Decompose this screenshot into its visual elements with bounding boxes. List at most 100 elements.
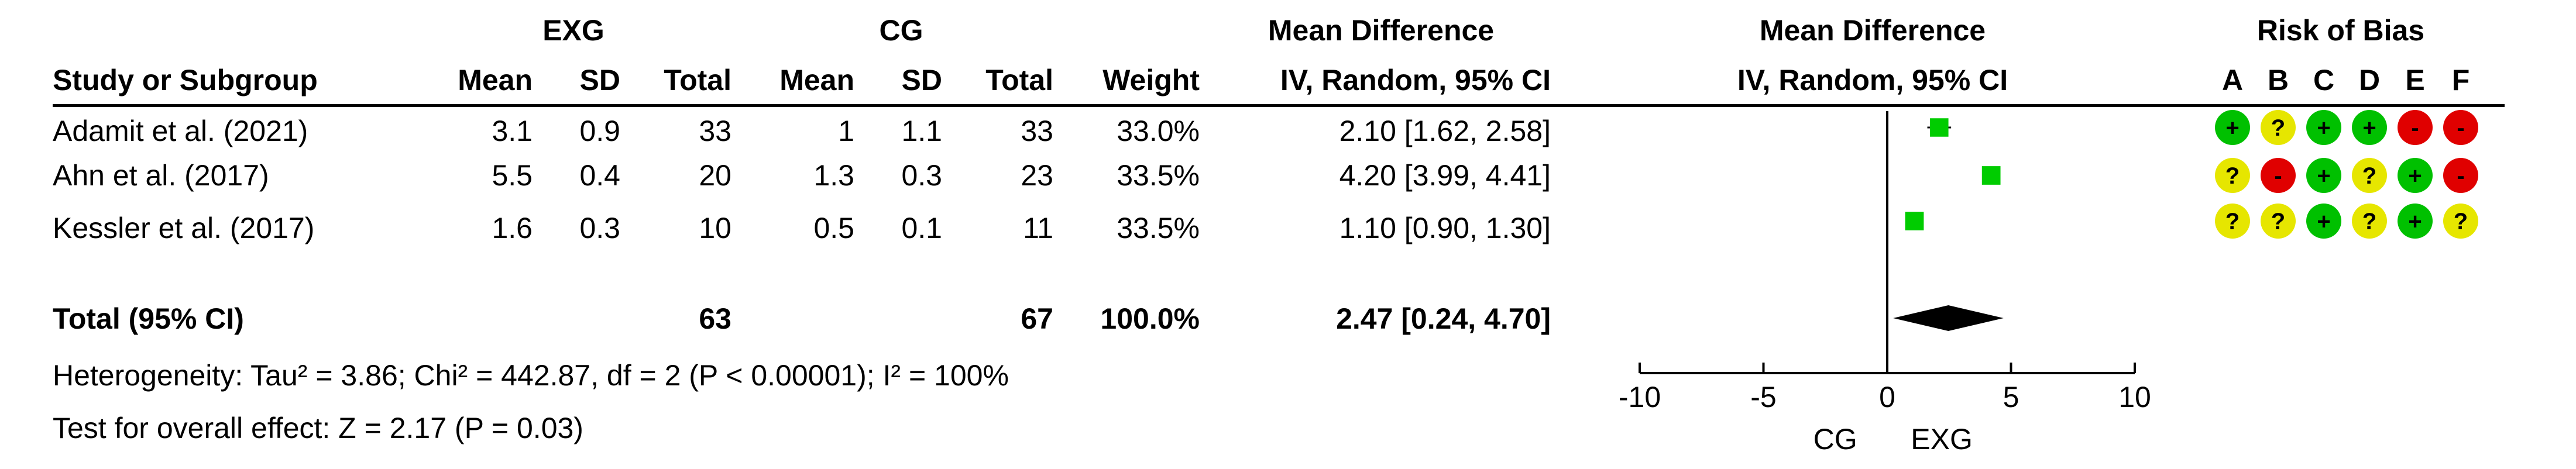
total-cg-header: Total xyxy=(985,64,1053,96)
x-axis-tick-label: 10 xyxy=(2118,381,2151,413)
total-exg: 63 xyxy=(699,302,731,335)
study-name: Adamit et al. (2021) xyxy=(53,115,308,147)
mean-exg-header: Mean xyxy=(458,64,533,96)
cg-total: 23 xyxy=(1021,159,1053,192)
cg-total: 11 xyxy=(1023,212,1053,244)
risk-of-bias-dot xyxy=(2443,204,2478,239)
risk-of-bias-dot xyxy=(2261,110,2296,145)
cg-total: 33 xyxy=(1021,115,1053,147)
cg-sd: 0.3 xyxy=(901,159,942,192)
weight-header: Weight xyxy=(1102,64,1200,96)
heterogeneity-text: Heterogeneity: Tau² = 3.86; Chi² = 442.8… xyxy=(53,359,1009,392)
rob-letter-f: F xyxy=(2451,64,2470,96)
risk-of-bias-dot xyxy=(2215,204,2250,239)
risk-of-bias-symbol: ? xyxy=(2454,209,2468,235)
exg-total: 20 xyxy=(699,159,731,192)
pooled-effect-diamond xyxy=(1893,305,2004,331)
study-name: Ahn et al. (2017) xyxy=(53,159,269,192)
study-name: Kessler et al. (2017) xyxy=(53,212,315,244)
study-md-ci: 4.20 [3.99, 4.41] xyxy=(1339,159,1551,192)
cg-sd: 1.1 xyxy=(901,115,942,147)
cg-mean: 1 xyxy=(838,115,854,147)
risk-of-bias-dot xyxy=(2352,158,2387,193)
risk-of-bias-symbol: ? xyxy=(2225,163,2240,189)
total-cg: 67 xyxy=(1021,302,1053,335)
study-md-ci: 2.10 [1.62, 2.58] xyxy=(1339,115,1551,147)
risk-of-bias-symbol: + xyxy=(2362,115,2376,141)
study-effect-marker xyxy=(1981,166,2001,185)
risk-of-bias-dot xyxy=(2352,204,2387,239)
md-method-header: IV, Random, 95% CI xyxy=(1280,64,1551,96)
risk-of-bias-dot xyxy=(2261,204,2296,239)
md-column-header: Mean Difference xyxy=(1268,14,1495,47)
study-effect-marker xyxy=(1905,212,1924,230)
rob-letter-b: B xyxy=(2267,64,2289,96)
risk-of-bias-dot xyxy=(2398,204,2433,239)
x-axis-favours-left-label: CG xyxy=(1813,423,1857,456)
sd-exg-header: SD xyxy=(579,64,620,96)
risk-of-bias-symbol: - xyxy=(2457,115,2464,141)
md-plot-header: Mean Difference xyxy=(1759,14,1986,47)
study-weight: 33.5% xyxy=(1117,159,1200,192)
x-axis-tick-label: 5 xyxy=(2003,381,2019,413)
exg-sd: 0.4 xyxy=(579,159,620,192)
study-weight: 33.5% xyxy=(1117,212,1200,244)
group-header-exg: EXG xyxy=(542,14,604,47)
study-effect-marker xyxy=(1930,118,1949,137)
risk-of-bias-symbol: - xyxy=(2411,115,2419,141)
x-axis-tick-label: -5 xyxy=(1750,381,1776,413)
overall-effect-text: Test for overall effect: Z = 2.17 (P = 0… xyxy=(53,412,583,444)
risk-of-bias-dot xyxy=(2306,110,2341,145)
risk-of-bias-symbol: - xyxy=(2457,163,2464,189)
sd-cg-header: SD xyxy=(901,64,942,96)
cg-mean: 0.5 xyxy=(813,212,854,244)
risk-of-bias-dot xyxy=(2215,158,2250,193)
risk-of-bias-dot xyxy=(2443,158,2478,193)
total-label: Total (95% CI) xyxy=(53,302,244,335)
exg-mean: 5.5 xyxy=(492,159,533,192)
study-weight: 33.0% xyxy=(1117,115,1200,147)
risk-of-bias-symbol: + xyxy=(2317,209,2330,235)
cg-sd: 0.1 xyxy=(901,212,942,244)
risk-of-bias-dot xyxy=(2306,158,2341,193)
rob-letter-d: D xyxy=(2358,64,2381,96)
study-column-header: Study or Subgroup xyxy=(53,64,318,96)
risk-of-bias-dot xyxy=(2352,110,2387,145)
risk-of-bias-symbol: ? xyxy=(2225,209,2240,235)
exg-total: 33 xyxy=(699,115,731,147)
cg-mean: 1.3 xyxy=(813,159,854,192)
risk-of-bias-dot xyxy=(2398,158,2433,193)
x-axis-tick-label: 0 xyxy=(1879,381,1895,413)
header-rule xyxy=(53,104,2505,107)
x-axis-tick-label: -10 xyxy=(1619,381,1661,413)
exg-mean: 1.6 xyxy=(492,212,533,244)
risk-of-bias-symbol: + xyxy=(2317,163,2330,189)
mean-cg-header: Mean xyxy=(779,64,854,96)
exg-mean: 3.1 xyxy=(492,115,533,147)
risk-of-bias-symbol: ? xyxy=(2271,115,2285,141)
risk-of-bias-dot xyxy=(2261,158,2296,193)
risk-of-bias-dot xyxy=(2443,110,2478,145)
risk-of-bias-symbol: ? xyxy=(2271,209,2285,235)
risk-of-bias-symbol: + xyxy=(2225,115,2239,141)
risk-of-bias-symbol: ? xyxy=(2362,209,2376,235)
risk-of-bias-dot xyxy=(2306,204,2341,239)
exg-total: 10 xyxy=(699,212,731,244)
total-md-ci: 2.47 [0.24, 4.70] xyxy=(1336,302,1551,335)
total-exg-header: Total xyxy=(664,64,731,96)
risk-of-bias-symbol: ? xyxy=(2362,163,2376,189)
risk-of-bias-dot xyxy=(2215,110,2250,145)
risk-of-bias-symbol: + xyxy=(2408,163,2422,189)
x-axis-favours-right-label: EXG xyxy=(1911,423,1973,456)
risk-of-bias-symbol: + xyxy=(2317,115,2330,141)
risk-of-bias-dot xyxy=(2398,110,2433,145)
exg-sd: 0.9 xyxy=(579,115,620,147)
group-header-cg: CG xyxy=(879,14,923,47)
exg-sd: 0.3 xyxy=(579,212,620,244)
risk-of-bias-symbol: + xyxy=(2408,209,2422,235)
md-plot-method-header: IV, Random, 95% CI xyxy=(1737,64,2008,96)
total-weight: 100.0% xyxy=(1100,302,1200,335)
rob-letter-a: A xyxy=(2221,64,2244,96)
